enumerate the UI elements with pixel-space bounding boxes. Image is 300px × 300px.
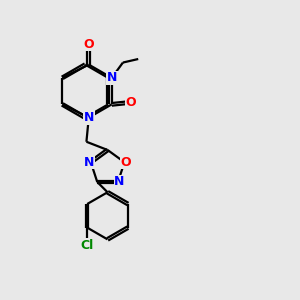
Text: O: O bbox=[126, 96, 136, 110]
Text: O: O bbox=[83, 38, 94, 50]
Text: N: N bbox=[84, 111, 94, 124]
Text: N: N bbox=[84, 156, 94, 169]
Text: N: N bbox=[114, 176, 125, 188]
Text: O: O bbox=[121, 156, 131, 169]
Text: N: N bbox=[106, 71, 117, 84]
Text: Cl: Cl bbox=[80, 239, 94, 252]
